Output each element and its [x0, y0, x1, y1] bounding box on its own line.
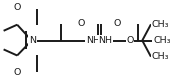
Text: CH₃: CH₃ — [152, 20, 169, 29]
Text: O: O — [14, 3, 21, 12]
Text: N: N — [29, 36, 36, 45]
Text: CH₃: CH₃ — [152, 52, 169, 61]
Text: NH: NH — [86, 36, 100, 45]
Text: O: O — [14, 68, 21, 77]
Text: O: O — [77, 19, 84, 28]
Text: O: O — [126, 36, 134, 45]
Text: CH₃: CH₃ — [153, 36, 171, 45]
Text: NH: NH — [98, 36, 112, 45]
Text: O: O — [114, 19, 121, 28]
